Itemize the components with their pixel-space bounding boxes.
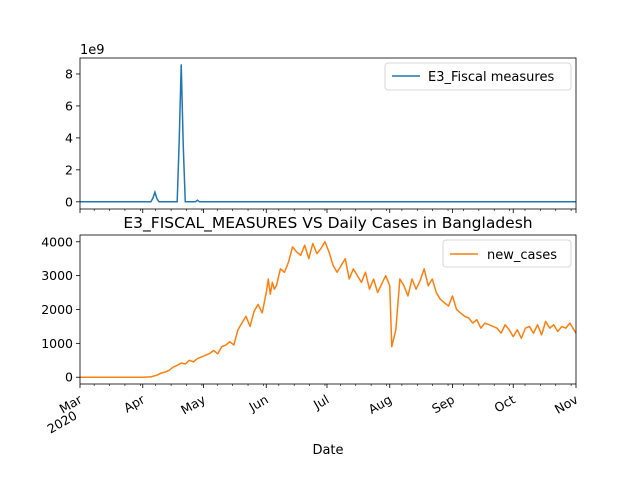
top-axes-frame: [79, 57, 577, 210]
top-legend: E3_Fiscal measures: [384, 62, 572, 91]
bottom-legend-label: new_cases: [487, 248, 557, 263]
y-tick-label: 0: [65, 194, 73, 209]
y-tick-label: 2: [65, 162, 73, 177]
y-tick-label: 8: [65, 66, 73, 81]
bottom-legend-box: [442, 239, 572, 268]
y-tick-label: 6: [65, 98, 73, 113]
y-tick-label: 4: [65, 130, 73, 145]
y-offset-label: 1e9: [80, 43, 105, 58]
fiscal-measures-subplot: 1e9 0 2 4 6 8 E3_Fiscal measures: [65, 43, 577, 213]
bottom-legend: new_cases: [442, 239, 572, 268]
chart-title: E3_FISCAL_MEASURES VS Daily Cases in Ban…: [123, 214, 532, 233]
bottom-axes-frame: [79, 234, 577, 385]
y-tick-label: 3000: [41, 268, 73, 283]
top-legend-box: [384, 62, 572, 91]
new-cases-line: [80, 241, 577, 378]
y-tick-label: 4000: [41, 234, 73, 249]
y-tick-label: 2000: [41, 302, 73, 317]
x-tick-label: Jul: [310, 392, 331, 413]
y-tick-label: 0: [65, 370, 73, 385]
x-axis-label: Date: [312, 443, 343, 458]
top-legend-label: E3_Fiscal measures: [428, 70, 554, 85]
y-tick-label: 1000: [41, 336, 73, 351]
fiscal-measures-line: [80, 64, 576, 203]
